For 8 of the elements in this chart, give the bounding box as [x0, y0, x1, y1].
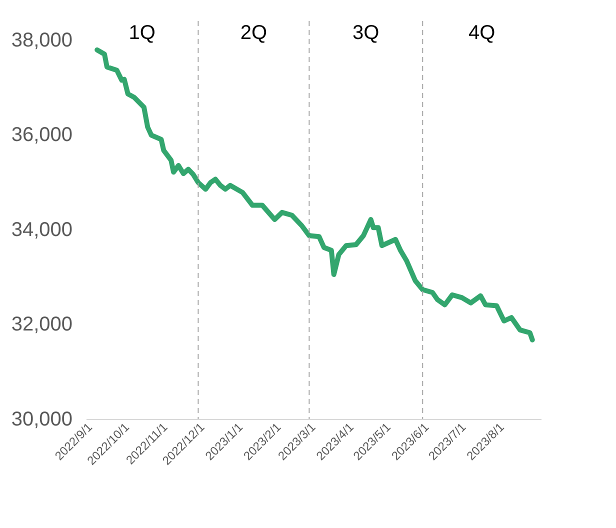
y-tick-label: 32,000 [11, 314, 72, 336]
annotation: 2Q [240, 22, 268, 44]
y-tick-label: 34,000 [11, 218, 72, 241]
y-tick-label: 36,000 [11, 124, 72, 146]
annotation: 4Q [468, 22, 496, 44]
y-tick-label: 38,000 [11, 29, 72, 52]
annotation: 1Q [128, 22, 156, 44]
annotation: 3Q [352, 22, 380, 44]
